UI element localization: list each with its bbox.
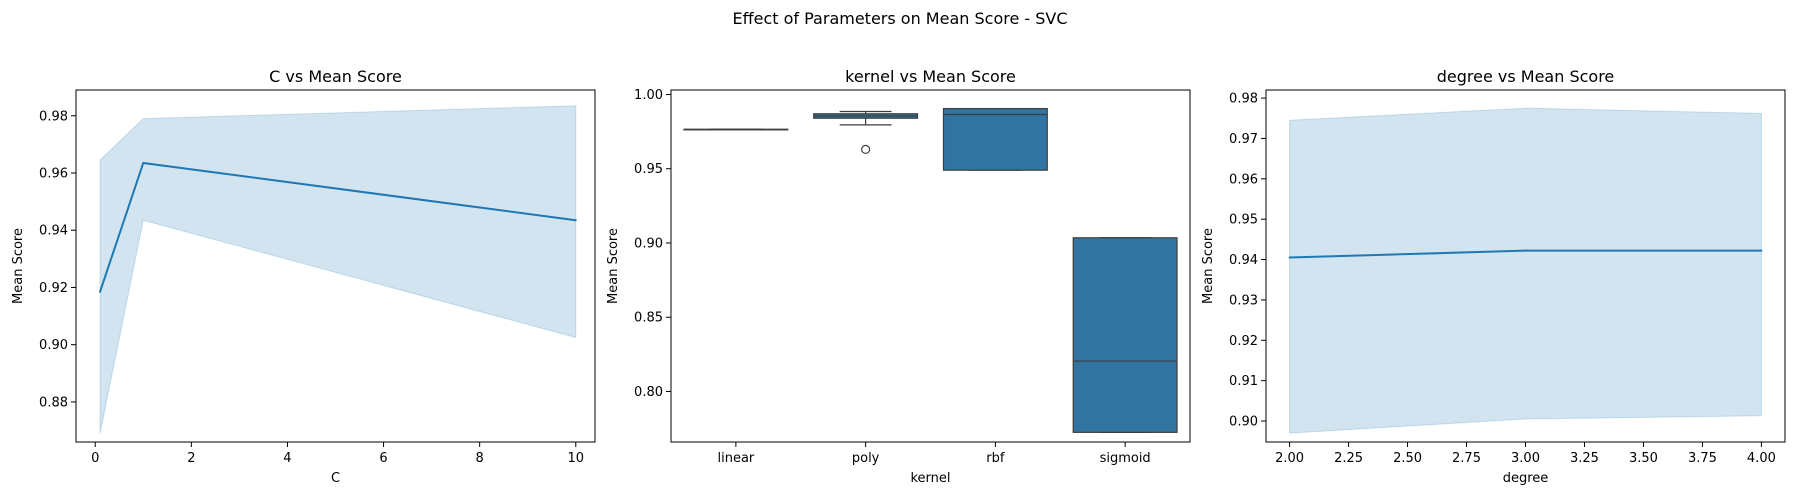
x-tick-label: 4.00 [1747, 451, 1776, 466]
data-point [574, 219, 577, 222]
x-tick-label: 0 [91, 451, 99, 466]
y-tick-label: 0.95 [1229, 213, 1258, 228]
box-sigmoid [1072, 237, 1178, 433]
confidence-band [1289, 107, 1762, 434]
x-tick-label: linear [717, 451, 754, 466]
confidence-band [99, 105, 577, 434]
x-axis-label: C [331, 471, 340, 486]
y-tick-label: 0.94 [1229, 253, 1258, 268]
panel-title: C vs Mean Score [269, 67, 402, 86]
x-tick-label: 2.00 [1275, 451, 1304, 466]
y-tick-label: 0.90 [39, 338, 68, 353]
data-point [1760, 249, 1763, 252]
y-tick-label: 0.91 [1229, 374, 1258, 389]
axes-frame [75, 89, 596, 443]
y-tick-label: 0.85 [634, 311, 663, 326]
y-axis-label: Mean Score [11, 228, 26, 304]
y-tick-label: 0.96 [1229, 172, 1258, 187]
x-tick-label: 2 [187, 451, 195, 466]
y-tick-label: 0.93 [1229, 293, 1258, 308]
y-axis-label: Mean Score [1201, 228, 1216, 304]
y-tick-label: 0.97 [1229, 132, 1258, 147]
y-axis-label: Mean Score [606, 228, 621, 304]
panel-title: kernel vs Mean Score [845, 67, 1016, 86]
x-tick-label: 2.75 [1452, 451, 1481, 466]
x-tick-label: 3.25 [1570, 451, 1599, 466]
degree-vs-mean-score-panel: 2.00 2.25 2.50 2.75 3.00 3.25 3.50 3.75 4.00 0.90… [1201, 67, 1786, 486]
y-tick-label: 0.96 [39, 166, 68, 181]
y-tick-label: 1.00 [634, 88, 663, 103]
y-tick-label: 0.90 [1229, 415, 1258, 430]
figure-suptitle: Effect of Parameters on Mean Score - SVC [732, 9, 1067, 28]
data-point [99, 290, 102, 293]
y-tick-label: 0.98 [1229, 92, 1258, 107]
x-tick-label: 3.75 [1688, 451, 1717, 466]
x-tick-label: 8 [476, 451, 484, 466]
y-tick-label: 0.80 [634, 385, 663, 400]
y-tick-label: 0.92 [39, 281, 68, 296]
x-tick-label: 2.25 [1334, 451, 1363, 466]
y-tick-label: 0.94 [39, 224, 68, 239]
kernel-vs-mean-score-panel: linear poly rbf sigmoid 0.80 0.85 0.90 0.95 1.00… [606, 67, 1191, 486]
x-tick-label: 3.50 [1629, 451, 1658, 466]
data-point [142, 161, 145, 164]
x-tick-label: rbf [986, 451, 1005, 466]
x-tick-label: 4 [283, 451, 291, 466]
x-tick-label: 6 [379, 451, 387, 466]
panel-title: degree vs Mean Score [1437, 67, 1615, 86]
x-axis-label: degree [1503, 471, 1549, 486]
x-tick-label: 2.50 [1393, 451, 1422, 466]
c-vs-mean-score-panel: 0 2 4 6 8 10 0.88 0.90 0.92 0.94 0.96 0.98 C vs Mean… [11, 67, 596, 486]
data-point [1524, 249, 1527, 252]
x-tick-label: sigmoid [1100, 451, 1151, 466]
outlier-point [861, 144, 871, 155]
x-tick-label: 10 [568, 451, 585, 466]
y-tick-label: 0.90 [634, 236, 663, 251]
y-tick-label: 0.88 [39, 395, 68, 410]
y-tick-label: 0.95 [634, 162, 663, 177]
y-tick-label: 0.92 [1229, 334, 1258, 349]
x-tick-label: poly [852, 451, 880, 466]
data-point [1288, 256, 1291, 259]
box-rbf [942, 107, 1048, 171]
axes-frame [670, 89, 1191, 443]
x-axis-label: kernel [910, 471, 950, 486]
y-tick-label: 0.98 [39, 109, 68, 124]
x-tick-label: 3.00 [1511, 451, 1540, 466]
